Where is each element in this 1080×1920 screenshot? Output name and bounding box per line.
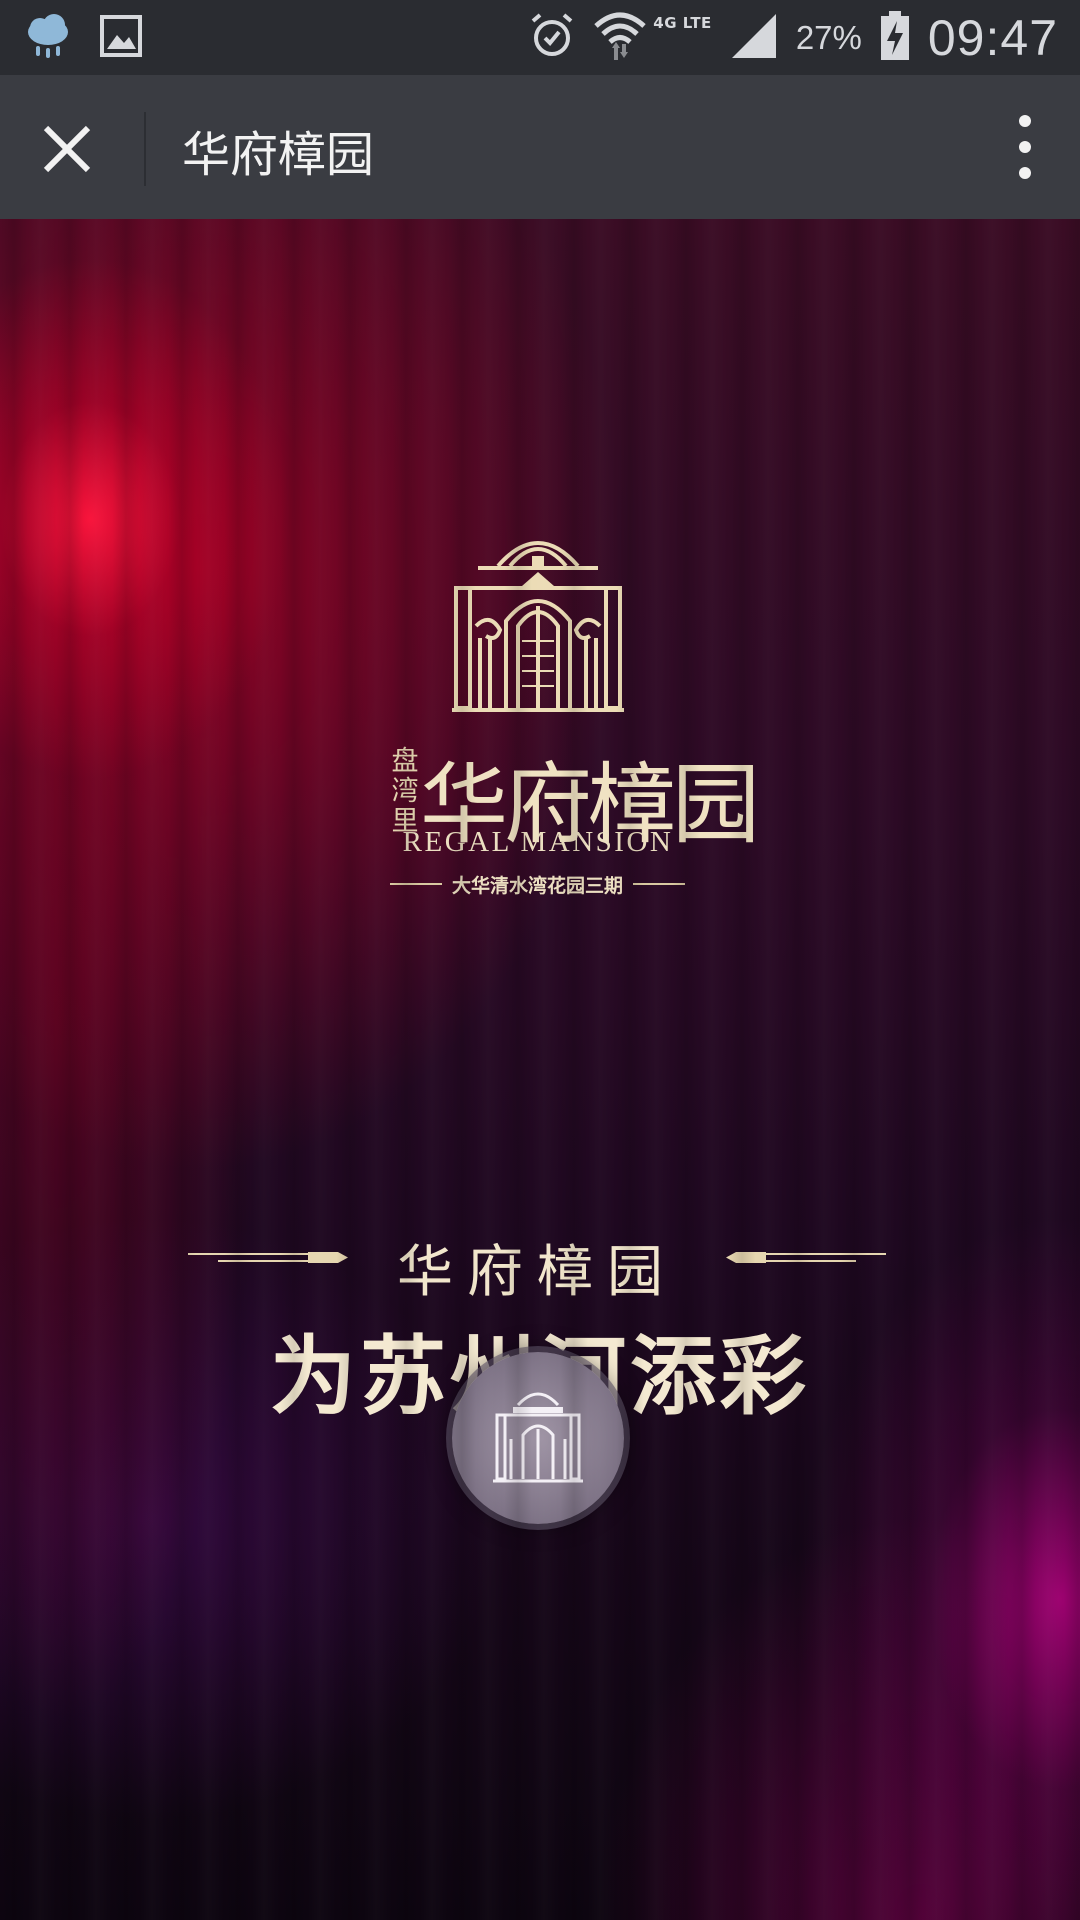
gallery-icon <box>100 15 142 61</box>
more-options-button[interactable] <box>1010 113 1040 181</box>
divider-line <box>390 883 442 885</box>
main-content: 盘湾里 华府樟园 REGAL MANSION 大华清水湾花园三期 华府樟园 为苏… <box>0 219 1080 1920</box>
close-button[interactable] <box>38 120 106 178</box>
ornament-right-icon <box>726 1252 886 1263</box>
app-bar: 华府樟园 <box>0 75 1080 219</box>
more-vertical-icon <box>1019 115 1031 179</box>
page-title: 华府樟园 <box>182 127 375 183</box>
battery-charging-icon <box>880 11 910 65</box>
logo-subtitle-row: 大华清水湾花园三期 <box>390 869 686 899</box>
clock: 09:47 <box>927 10 1058 66</box>
logo-small-text: 盘湾里 <box>391 746 419 837</box>
mansion-gate-icon <box>493 1392 583 1483</box>
weather-rain-icon <box>22 12 74 64</box>
app-bar-divider <box>144 112 146 186</box>
wifi-icon <box>593 8 647 68</box>
close-icon <box>43 125 91 173</box>
divider-line <box>633 883 686 885</box>
logo-subtitle: 大华清水湾花园三期 <box>452 874 624 897</box>
logo-name-cn: 华府樟园 <box>420 753 760 856</box>
enter-button[interactable] <box>452 1352 624 1524</box>
signal-icon <box>730 12 778 64</box>
headline-row: 华府樟园 <box>188 1227 886 1305</box>
ornament-left-icon <box>188 1252 348 1263</box>
logo-name-en: REGAL MANSION <box>402 826 674 858</box>
mansion-gate-logo-icon <box>452 541 624 712</box>
headline-primary: 华府樟园 <box>397 1240 677 1305</box>
alarm-icon <box>529 13 575 63</box>
network-type: 4G LTE <box>653 14 712 32</box>
status-bar: 4G LTE 27% 09:47 <box>0 0 1080 75</box>
battery-percent: 27% <box>795 19 862 56</box>
